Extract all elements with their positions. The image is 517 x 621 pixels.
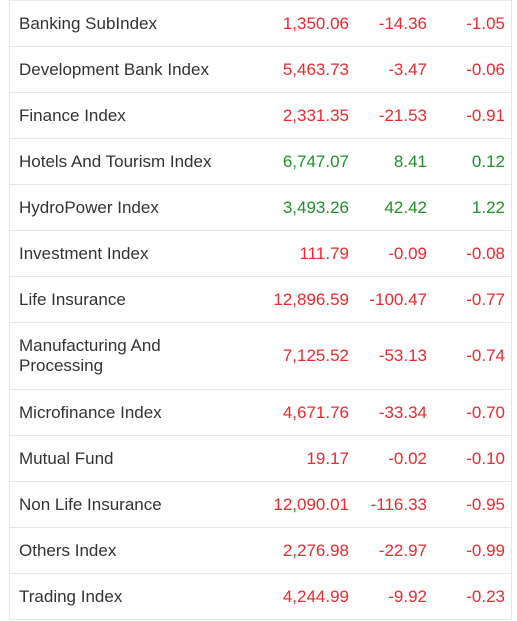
table-row: Trading Index 4,244.99 -9.92 -0.23 xyxy=(10,573,511,619)
index-change: -33.34 xyxy=(378,402,427,422)
sub-index-table: Banking SubIndex 1,350.06 -14.36 -1.05 D… xyxy=(9,0,512,620)
index-name: Development Bank Index xyxy=(19,59,209,79)
index-name: Life Insurance xyxy=(19,289,126,309)
index-percent-change: -0.77 xyxy=(466,289,505,309)
index-percent-change: -0.08 xyxy=(466,243,505,263)
table-row: Investment Index 111.79 -0.09 -0.08 xyxy=(10,230,511,276)
index-percent-change: -0.91 xyxy=(466,105,505,125)
index-percent-change: -0.10 xyxy=(466,448,505,468)
index-value: 111.79 xyxy=(299,243,349,263)
index-value: 1,350.06 xyxy=(282,13,349,33)
index-value: 19.17 xyxy=(306,448,349,468)
index-percent-change: -0.99 xyxy=(466,540,505,560)
index-change: -0.02 xyxy=(388,448,427,468)
index-name: Investment Index xyxy=(19,243,149,263)
index-percent-change: -0.95 xyxy=(466,494,505,514)
index-name: Microfinance Index xyxy=(19,402,162,422)
index-value: 5,463.73 xyxy=(282,59,349,79)
table-row: Hotels And Tourism Index 6,747.07 8.41 0… xyxy=(10,138,511,184)
index-percent-change: 1.22 xyxy=(471,197,505,217)
index-change: -14.36 xyxy=(378,13,427,33)
index-value: 4,671.76 xyxy=(282,402,349,422)
index-name: Trading Index xyxy=(19,586,123,606)
index-name: Others Index xyxy=(19,540,117,560)
index-change: -22.97 xyxy=(378,540,427,560)
index-value: 3,493.26 xyxy=(282,197,349,217)
index-change: -0.09 xyxy=(388,243,427,263)
index-percent-change: -0.23 xyxy=(466,586,505,606)
index-change: -100.47 xyxy=(369,289,427,309)
table-row: Mutual Fund 19.17 -0.02 -0.10 xyxy=(10,435,511,481)
index-change: -21.53 xyxy=(378,105,427,125)
index-name: Banking SubIndex xyxy=(19,13,157,33)
table-row: Non Life Insurance 12,090.01 -116.33 -0.… xyxy=(10,481,511,527)
index-name: Manufacturing And Processing xyxy=(19,336,161,375)
index-name: HydroPower Index xyxy=(19,197,159,217)
index-name: Mutual Fund xyxy=(19,448,114,468)
table-row: Life Insurance 12,896.59 -100.47 -0.77 xyxy=(10,276,511,322)
index-value: 2,331.35 xyxy=(282,105,349,125)
table-row: Others Index 2,276.98 -22.97 -0.99 xyxy=(10,527,511,573)
index-percent-change: -0.70 xyxy=(466,402,505,422)
table-row: Banking SubIndex 1,350.06 -14.36 -1.05 xyxy=(10,0,511,46)
index-value: 4,244.99 xyxy=(282,586,349,606)
table-row: HydroPower Index 3,493.26 42.42 1.22 xyxy=(10,184,511,230)
index-percent-change: -0.74 xyxy=(466,346,505,365)
index-value: 2,276.98 xyxy=(282,540,349,560)
index-value: 12,896.59 xyxy=(273,289,349,309)
index-percent-change: 0.12 xyxy=(471,151,505,171)
index-change: -3.47 xyxy=(388,59,427,79)
index-change: 42.42 xyxy=(384,197,427,217)
table-row: Manufacturing And Processing 7,125.52 -5… xyxy=(10,322,511,389)
index-percent-change: -0.06 xyxy=(466,59,505,79)
index-name: Hotels And Tourism Index xyxy=(19,151,212,171)
index-name: Finance Index xyxy=(19,105,126,125)
index-value: 7,125.52 xyxy=(282,346,349,365)
table-row: Microfinance Index 4,671.76 -33.34 -0.70 xyxy=(10,389,511,435)
index-change: -53.13 xyxy=(378,346,427,365)
table-row: Development Bank Index 5,463.73 -3.47 -0… xyxy=(10,46,511,92)
index-name: Non Life Insurance xyxy=(19,494,162,514)
index-change: -116.33 xyxy=(370,494,427,514)
index-percent-change: -1.05 xyxy=(466,13,505,33)
table-row: Finance Index 2,331.35 -21.53 -0.91 xyxy=(10,92,511,138)
index-value: 12,090.01 xyxy=(273,494,349,514)
index-change: 8.41 xyxy=(393,151,427,171)
index-value: 6,747.07 xyxy=(282,151,349,171)
index-change: -9.92 xyxy=(388,586,427,606)
